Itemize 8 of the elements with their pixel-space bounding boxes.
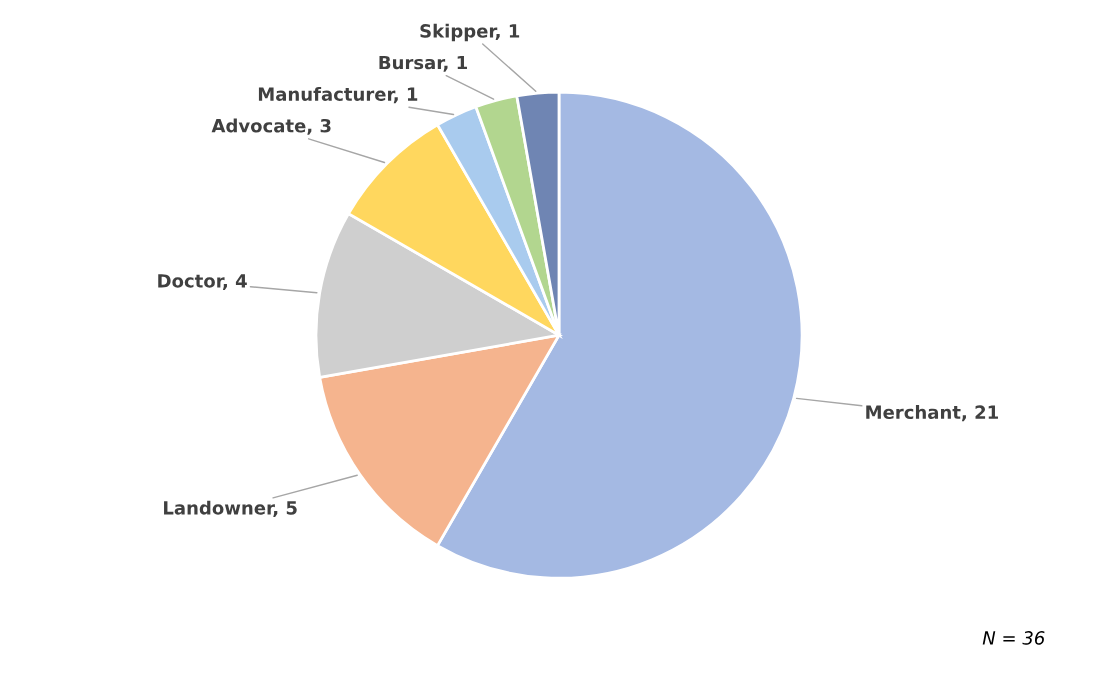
slice-label: Landowner, 5 xyxy=(164,500,297,517)
slice-label: Bursar, 1 xyxy=(379,55,467,72)
text: N = 36 xyxy=(982,631,1045,645)
slice-label: Merchant, 21 xyxy=(866,405,998,422)
slice-label: Advocate, 3 xyxy=(211,118,331,135)
slice-label: Skipper, 1 xyxy=(420,23,520,42)
slice-label: Doctor, 4 xyxy=(158,274,247,290)
slice-label: Manufacturer, 1 xyxy=(258,86,418,104)
